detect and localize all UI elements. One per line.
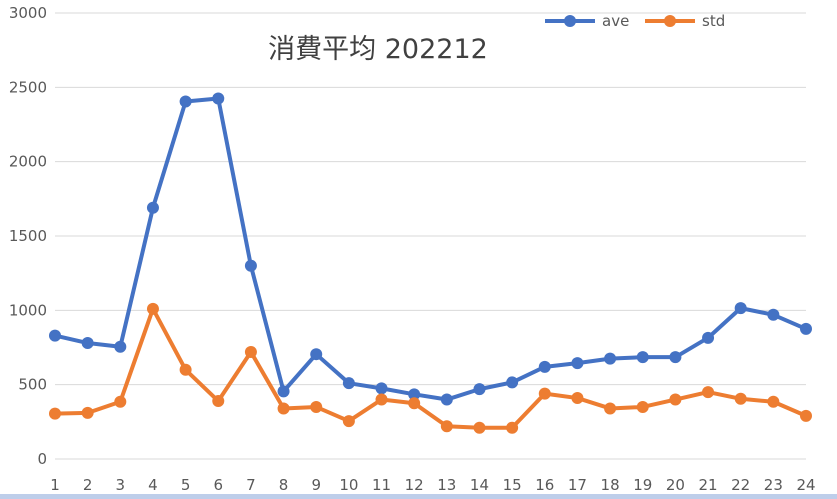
y-tick-label: 1000 (9, 301, 47, 319)
x-tick-label: 23 (764, 476, 783, 494)
x-tick-label: 5 (181, 476, 191, 494)
data-point-ave (538, 360, 551, 373)
data-point-std (636, 400, 649, 413)
x-axis-ticks: 1 2 3 4 5 6 7 8 9 10 11 12 13 14 15 16 17 18 19 20 21 22 23 24 (50, 476, 815, 494)
data-point-ave (179, 95, 192, 108)
data-point-std (114, 395, 127, 408)
data-point-std (179, 363, 192, 376)
data-point-ave (702, 331, 715, 344)
x-tick-label: 19 (633, 476, 652, 494)
x-tick-label: 3 (116, 476, 126, 494)
x-tick-label: 18 (601, 476, 620, 494)
data-point-ave (49, 329, 61, 342)
data-point-ave (473, 383, 486, 396)
x-tick-label: 16 (535, 476, 554, 494)
series-std (49, 302, 812, 434)
series-ave (49, 92, 812, 406)
legend-label-std: std (702, 12, 725, 30)
x-tick-label: 8 (279, 476, 289, 494)
data-point-std (277, 402, 290, 415)
x-tick-label: 6 (213, 476, 223, 494)
y-tick-label: 2500 (9, 78, 47, 96)
data-point-ave (81, 337, 94, 350)
y-tick-label: 0 (37, 450, 47, 468)
legend-item-ave: ave (545, 12, 629, 30)
x-tick-label: 24 (796, 476, 815, 494)
data-point-ave (669, 351, 682, 364)
chart-title: 消費平均 202212 (268, 34, 488, 65)
y-axis-ticks: 0 500 1000 1500 2000 2500 3000 (9, 4, 47, 468)
data-point-std (81, 406, 94, 419)
y-tick-label: 1500 (9, 227, 47, 245)
x-tick-label: 14 (470, 476, 489, 494)
x-tick-label: 7 (246, 476, 256, 494)
data-point-std (310, 400, 323, 413)
legend-marker-ave (564, 15, 576, 27)
data-point-std (669, 393, 682, 406)
data-point-ave (636, 351, 649, 364)
data-point-ave (277, 385, 290, 398)
data-point-ave (375, 382, 388, 395)
data-point-std (800, 409, 812, 422)
data-point-ave (146, 201, 159, 214)
data-point-ave (571, 357, 584, 370)
data-point-std (408, 397, 421, 410)
bottom-strip (0, 494, 837, 499)
x-tick-label: 1 (50, 476, 60, 494)
legend-item-std: std (645, 12, 725, 30)
data-point-std (49, 407, 61, 420)
y-tick-label: 2000 (9, 153, 47, 171)
x-tick-label: 2 (83, 476, 93, 494)
legend-label-ave: ave (602, 12, 629, 30)
data-point-std (702, 386, 715, 399)
x-tick-label: 11 (372, 476, 391, 494)
data-point-ave (604, 352, 617, 365)
data-point-std (473, 421, 486, 434)
data-point-ave (440, 393, 453, 406)
series-line-std (53, 306, 808, 430)
x-tick-label: 20 (666, 476, 685, 494)
series-line-ave (53, 96, 808, 402)
data-point-ave (212, 92, 225, 105)
x-tick-label: 21 (698, 476, 717, 494)
x-tick-label: 10 (339, 476, 358, 494)
data-point-ave (734, 302, 747, 315)
data-point-std (244, 345, 257, 358)
data-point-std (212, 395, 225, 408)
data-point-ave (244, 259, 257, 272)
series-lines (49, 92, 812, 434)
data-point-ave (800, 322, 812, 335)
data-point-ave (342, 377, 355, 390)
data-point-std (146, 302, 159, 315)
data-point-std (538, 387, 551, 400)
gridlines (55, 12, 806, 460)
x-tick-label: 9 (311, 476, 321, 494)
data-point-std (440, 420, 453, 433)
x-tick-label: 12 (405, 476, 424, 494)
data-point-ave (114, 340, 127, 353)
data-point-ave (506, 376, 519, 389)
data-point-ave (310, 348, 323, 361)
data-point-std (767, 395, 780, 408)
y-tick-label: 500 (18, 376, 47, 394)
x-tick-label: 13 (437, 476, 456, 494)
data-point-std (506, 421, 519, 434)
data-point-std (342, 415, 355, 428)
y-tick-label: 3000 (9, 4, 47, 22)
data-point-ave (408, 388, 421, 401)
data-point-ave (767, 308, 780, 321)
x-tick-label: 22 (731, 476, 750, 494)
x-tick-label: 15 (503, 476, 522, 494)
x-tick-label: 17 (568, 476, 587, 494)
legend-marker-std (664, 15, 676, 27)
data-point-std (734, 392, 747, 405)
data-point-std (571, 392, 584, 405)
legend: ave std (545, 12, 725, 30)
x-tick-label: 4 (148, 476, 158, 494)
data-point-std (375, 393, 388, 406)
data-point-std (604, 402, 617, 415)
